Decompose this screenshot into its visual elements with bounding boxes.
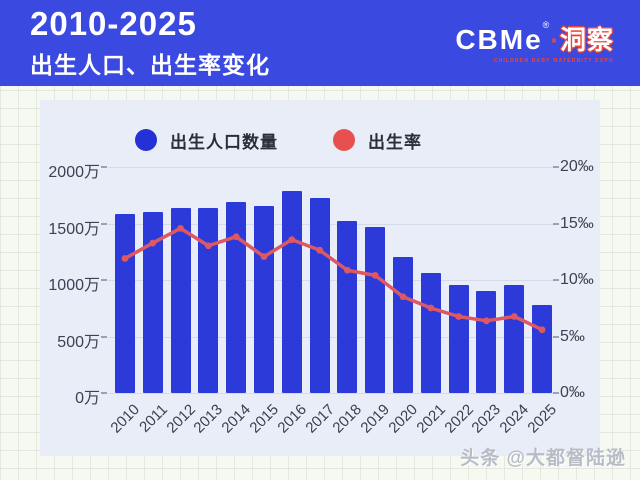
line-marker-2020 — [399, 293, 407, 301]
left-axis-tick — [101, 392, 107, 394]
right-axis-tick — [553, 222, 559, 225]
line-marker-2016 — [288, 236, 296, 244]
line-marker-2025 — [538, 326, 546, 334]
line-marker-2023 — [483, 317, 490, 325]
line-marker-2015 — [260, 253, 268, 261]
bar-2010 — [114, 213, 135, 393]
bar-2022 — [448, 284, 469, 393]
right-axis-tick — [553, 166, 559, 168]
gridline — [108, 223, 553, 225]
left-axis-tick — [101, 166, 107, 168]
page-title-years: 2010-2025 — [30, 5, 197, 42]
line-marker-2019 — [371, 271, 379, 279]
right-axis-label: 0‰ — [560, 384, 585, 401]
bar-2018 — [337, 220, 358, 393]
left-axis-tick — [101, 279, 107, 281]
births-legend-label: 出生人口数量 — [170, 132, 278, 152]
legend-item-births: 出生人口数量 — [135, 128, 278, 152]
bar-2014 — [226, 202, 247, 393]
rate-legend-swatch-icon — [333, 129, 355, 151]
line-marker-2021 — [427, 304, 435, 312]
gridline — [108, 280, 553, 281]
line-marker-2010 — [121, 255, 129, 262]
page-title-subject: 出生人口、出生率变化 — [30, 52, 270, 78]
logo-dot-icon: · — [550, 25, 559, 55]
line-marker-2017 — [316, 246, 323, 254]
left-axis-label: 2000万 — [48, 164, 100, 181]
line-marker-2022 — [455, 313, 463, 320]
bar-2013 — [198, 207, 219, 393]
right-axis-label: 10‰ — [560, 271, 594, 288]
line-marker-2013 — [204, 242, 212, 250]
right-axis-tick — [553, 335, 559, 338]
gridline — [108, 167, 553, 168]
gridline — [108, 336, 553, 338]
line-marker-2024 — [510, 313, 518, 320]
cbme-logo: CBMe®·洞察 CHILDREN BABY MATERNITY EXPO — [455, 20, 614, 64]
left-axis-tick — [101, 222, 107, 225]
bar-2023 — [476, 291, 497, 393]
right-axis-label: 20‰ — [560, 158, 594, 175]
line-marker-2014 — [232, 233, 240, 241]
logo-suffix-text: 洞察 — [559, 25, 614, 55]
left-axis-label: 1000万 — [48, 277, 100, 294]
line-marker-2018 — [344, 266, 351, 274]
right-axis-tick — [553, 392, 559, 394]
line-marker-2011 — [149, 239, 157, 247]
bar-2012 — [170, 208, 191, 393]
left-axis-label: 1500万 — [48, 220, 100, 238]
bar-2021 — [420, 273, 441, 393]
left-axis-tick — [101, 335, 107, 338]
bar-2019 — [365, 227, 386, 393]
line-marker-2012 — [177, 224, 184, 232]
births-legend-swatch-icon — [135, 129, 157, 151]
rate-legend-label: 出生率 — [368, 132, 422, 152]
bar-2011 — [142, 211, 163, 393]
left-axis-label: 0万 — [75, 390, 100, 407]
right-axis-tick — [553, 279, 559, 281]
right-axis-label: 15‰ — [560, 214, 594, 232]
header-banner: 2010-2025 出生人口、出生率变化 CBMe®·洞察 CHILDREN B… — [0, 0, 640, 86]
left-axis-label: 500万 — [57, 333, 100, 351]
logo-subtext: CHILDREN BABY MATERNITY EXPO — [493, 58, 614, 64]
watermark: 头条 @大都督陆逊 — [460, 448, 626, 469]
plot-area: 2010 2011 2012 2013 2014 2015 2016 2017 2018 2019… — [101, 166, 560, 437]
right-axis-label: 5‰ — [560, 327, 585, 345]
chart-panel: 出生人口数量 出生率 2010 2011 2012 2013 2014 2015 2016 2… — [40, 100, 600, 456]
registered-mark-icon: ® — [542, 20, 550, 30]
chart-legend: 出生人口数量 出生率 — [40, 128, 600, 152]
legend-item-rate: 出生率 — [333, 128, 422, 152]
logo-brand-text: CBMe — [455, 24, 543, 55]
birth-rate-line — [121, 224, 546, 334]
gridline — [108, 393, 553, 394]
bar-2024 — [504, 285, 525, 393]
